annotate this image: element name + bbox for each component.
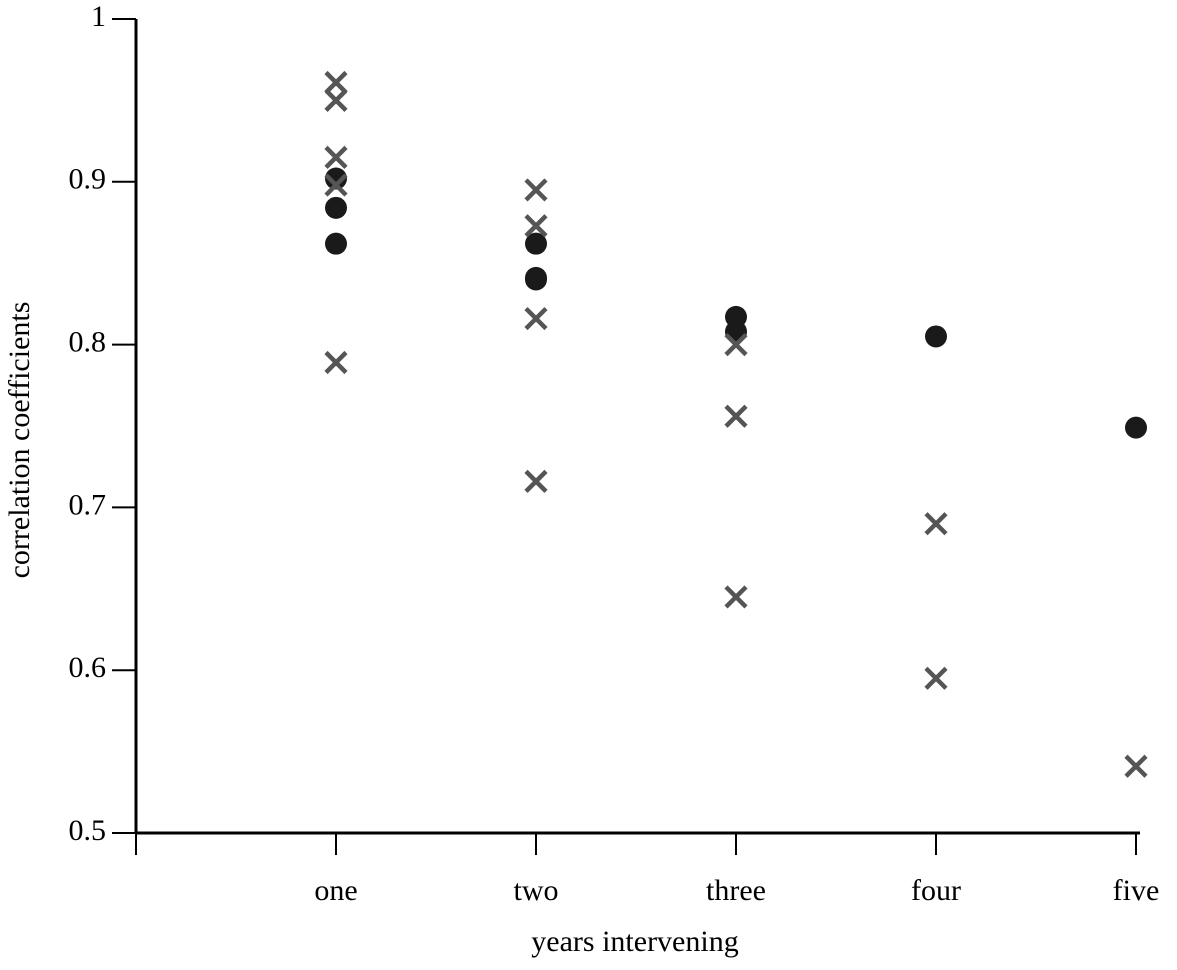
y-tick-label: 0.7 xyxy=(69,488,107,521)
point xyxy=(925,325,947,348)
point xyxy=(524,469,548,493)
point xyxy=(525,232,547,255)
point xyxy=(324,145,348,169)
point xyxy=(325,167,347,190)
x-tick-label: four xyxy=(911,874,961,907)
x-tick-label: three xyxy=(706,874,766,907)
point xyxy=(724,585,748,609)
point xyxy=(325,196,347,219)
y-tick-label: 0.6 xyxy=(69,651,107,684)
x-axis-title: years intervening xyxy=(531,925,738,958)
y-tick-label: 0.5 xyxy=(69,814,107,847)
point xyxy=(325,232,347,255)
point xyxy=(324,70,348,95)
y-tick-label: 1 xyxy=(91,0,106,33)
point xyxy=(324,88,348,112)
point xyxy=(1125,416,1147,439)
point xyxy=(724,404,748,428)
point xyxy=(324,350,348,375)
x-tick-label: five xyxy=(1113,874,1160,907)
point xyxy=(324,173,348,197)
y-axis-title: correlation coefficients xyxy=(3,302,36,579)
x-tick-label: one xyxy=(314,874,357,907)
y-tick-label: 0.9 xyxy=(69,163,107,196)
point xyxy=(525,268,547,291)
point xyxy=(524,178,548,202)
y-tick-label: 0.8 xyxy=(69,325,107,358)
point xyxy=(924,512,948,536)
point xyxy=(924,666,948,690)
point xyxy=(524,306,548,331)
x-tick-label: two xyxy=(514,874,559,907)
point xyxy=(724,333,748,357)
point xyxy=(524,214,548,238)
point xyxy=(1124,754,1148,778)
